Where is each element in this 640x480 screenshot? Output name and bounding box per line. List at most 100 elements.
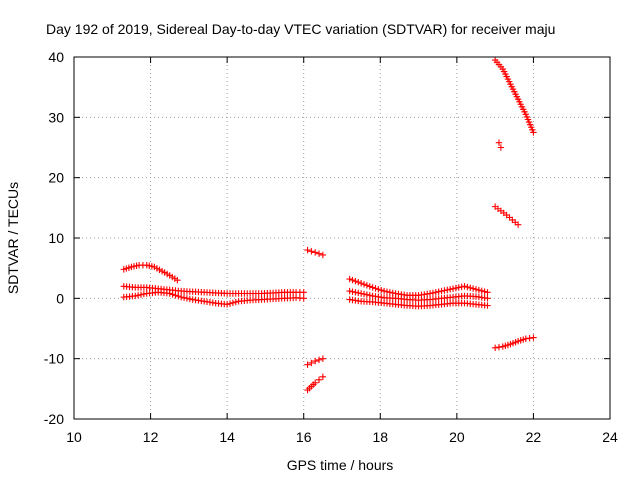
data-point [357,280,365,287]
y-tick-label: 10 [48,230,64,246]
axis-ticks [73,56,611,420]
data-point [178,293,185,301]
data-point [352,277,359,285]
data-point [449,285,457,292]
data-point [346,287,353,295]
data-point [174,277,181,284]
data-point [169,291,176,298]
data-point [357,290,365,297]
data-point [304,246,311,254]
data-point [366,292,373,299]
data-point [526,334,533,342]
x-axis-label: GPS time / hours [287,457,394,473]
x-tick-label: 22 [526,429,542,445]
data-point [375,286,382,293]
data-point [484,302,491,309]
data-point [304,361,311,368]
data-point [315,250,323,257]
data-point [349,276,356,284]
data-point [514,221,522,228]
data-point [429,289,437,297]
data-point [383,288,391,295]
data-point [530,334,537,341]
data-point [484,295,491,302]
data-point [372,285,379,292]
data-point [444,286,451,294]
y-tick-label: 30 [48,109,64,125]
data-point [363,291,371,298]
data-point [346,275,353,283]
data-point [475,286,483,294]
data-point [380,287,388,295]
data-point [172,292,179,299]
data-point [300,295,307,302]
y-tick-label: 0 [56,290,64,306]
data-point [319,251,327,259]
data-point [495,344,503,351]
y-tick-label: -10 [44,351,64,367]
data-point [312,357,319,365]
data-point [369,284,376,291]
data-point [132,292,139,300]
data-point [232,298,239,306]
data-points [120,56,537,394]
data-point [308,359,315,367]
data-point [426,290,434,297]
data-point [140,290,148,298]
x-tick-label: 18 [372,429,388,445]
x-tick-label: 24 [602,429,618,445]
data-point [355,278,362,286]
data-point [441,287,448,294]
y-tick-labels: -20 -10 0 10 20 30 40 [44,49,64,427]
data-point [495,139,503,146]
data-point [355,289,362,297]
data-point [366,283,373,290]
data-point [491,344,499,352]
data-point [360,281,368,288]
data-point [312,379,319,386]
data-point [467,284,474,291]
data-point [455,284,462,291]
data-point [464,283,471,291]
x-tick-label: 14 [219,429,235,445]
x-tick-label: 12 [143,429,159,445]
data-point [378,286,385,294]
data-point [315,356,323,364]
y-tick-label: 20 [48,170,64,186]
data-point [432,289,439,296]
data-point [360,290,368,298]
data-point [472,286,480,293]
data-point [446,286,454,293]
data-point [183,295,191,302]
data-point [363,282,371,289]
data-point [312,249,319,256]
data-point [481,288,488,295]
data-point [134,292,142,299]
data-point [478,287,485,294]
data-point [349,288,356,295]
x-tick-labels: 10 12 14 16 18 20 22 24 [66,429,618,445]
x-tick-label: 16 [296,429,312,445]
data-point [352,289,359,296]
data-point [180,294,188,301]
data-point [319,373,327,380]
data-point [166,290,173,297]
x-tick-label: 20 [449,429,465,445]
data-point [458,283,465,291]
y-tick-label: 40 [48,49,64,65]
y-axis-label: SDTVAR / TECUs [5,182,21,294]
data-point [386,289,394,296]
data-point [319,355,327,362]
data-point [229,299,237,307]
data-point [223,301,231,308]
data-point [484,289,491,296]
data-point [530,129,537,136]
chart-title: Day 192 of 2019, Sidereal Day-to-day VTE… [46,21,555,37]
data-point [461,283,468,290]
data-point [435,288,442,295]
grid-lines [74,57,610,419]
data-point [522,335,529,342]
y-tick-label: -20 [44,411,64,427]
data-point [452,284,460,292]
